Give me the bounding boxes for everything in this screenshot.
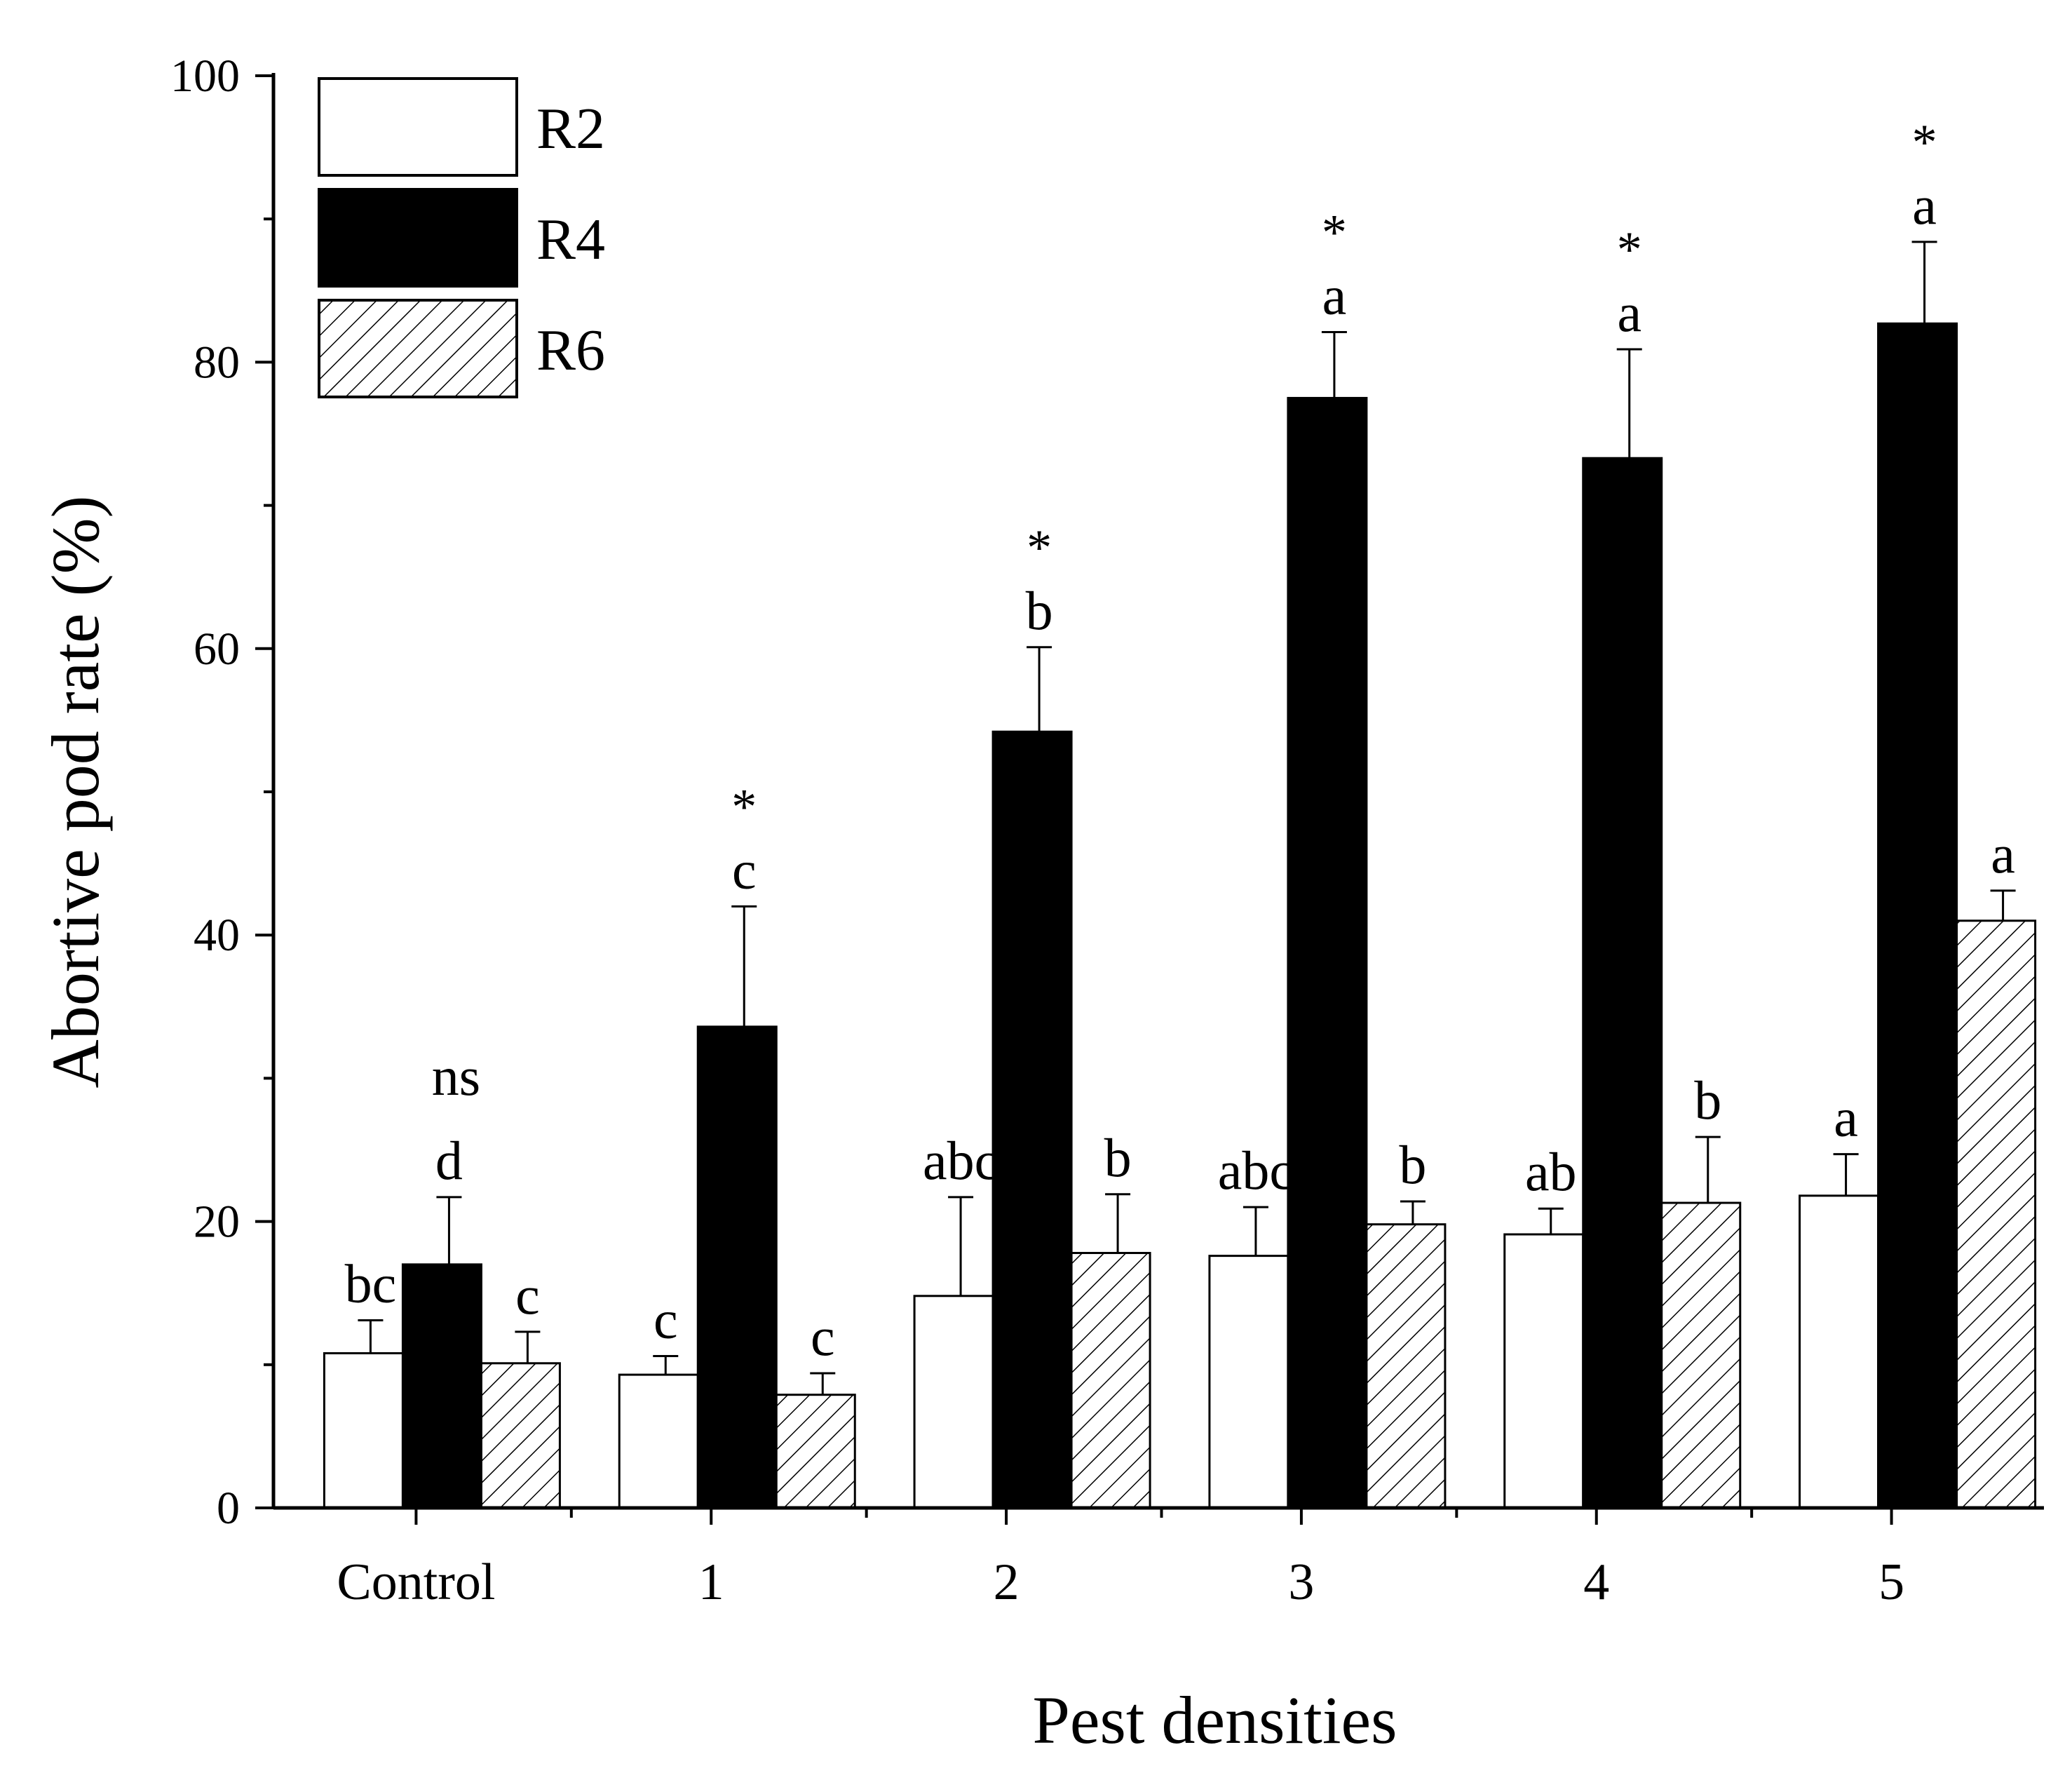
significance-3: * <box>1322 205 1347 261</box>
bar-r6-3 <box>1365 1223 1447 1509</box>
legend-label-r6: R6 <box>536 318 605 383</box>
letter-r4-2: b <box>1026 580 1053 641</box>
letter-r4-1: c <box>732 839 757 900</box>
significance-1: * <box>731 778 757 835</box>
bar-r6-control <box>480 1362 561 1509</box>
letter-r2-3: abc <box>1218 1140 1294 1201</box>
y-tick-label-40: 40 <box>194 910 240 961</box>
letter-r4-3: a <box>1322 265 1347 326</box>
bar-r2-5 <box>1799 1194 1880 1509</box>
bar-r4-2 <box>991 730 1073 1509</box>
y-tick-label-0: 0 <box>217 1483 240 1534</box>
letter-r2-4: ab <box>1525 1141 1577 1202</box>
letter-r2-5: a <box>1834 1087 1858 1148</box>
bar-r6-4 <box>1660 1201 1742 1509</box>
x-tick-label-2: 2 <box>994 1553 1020 1611</box>
letter-r6-4: b <box>1694 1070 1721 1131</box>
bar-r6-2 <box>1070 1252 1151 1509</box>
letter-r2-1: c <box>654 1289 678 1350</box>
bar-r2-control <box>323 1352 404 1509</box>
significance-5: * <box>1912 114 1937 170</box>
bar-r6-1 <box>775 1394 856 1509</box>
bar-r2-2 <box>913 1295 994 1509</box>
bar-r2-4 <box>1503 1233 1585 1509</box>
bars-layer <box>323 322 2037 1509</box>
bar-r2-3 <box>1208 1255 1289 1509</box>
x-axis-title: Pest densities <box>1033 1683 1397 1758</box>
bar-r4-3 <box>1287 396 1368 1509</box>
axes-layer: Control 1 2 3 4 5 0 20 40 60 80 100 <box>170 50 2044 1611</box>
error-bars-layer <box>358 241 2016 1395</box>
bar-r6-5 <box>1956 919 2037 1509</box>
significance-control: ns <box>432 1046 480 1107</box>
significance-4: * <box>1617 222 1642 278</box>
letter-r6-3: b <box>1399 1134 1426 1195</box>
y-tick-label-100: 100 <box>170 50 240 102</box>
x-tick-label-5: 5 <box>1878 1553 1904 1611</box>
letter-r6-2: b <box>1104 1127 1132 1188</box>
legend-swatch-r2 <box>318 77 518 177</box>
bar-r2-1 <box>618 1373 699 1509</box>
legend-swatch-r6 <box>318 299 518 398</box>
bar-r4-1 <box>696 1025 778 1509</box>
significance-2: * <box>1027 520 1052 576</box>
y-tick-label-20: 20 <box>194 1197 240 1248</box>
y-tick-label-80: 80 <box>194 337 240 388</box>
legend-label-r2: R2 <box>536 96 605 161</box>
x-tick-label-control: Control <box>337 1553 495 1611</box>
legend: R2 R4 R6 <box>318 77 605 398</box>
letter-r2-control: bc <box>345 1253 397 1314</box>
bar-r4-4 <box>1582 457 1663 1509</box>
x-tick-label-1: 1 <box>698 1553 724 1611</box>
letter-r6-1: c <box>811 1306 835 1367</box>
y-axis-title: Abortive pod rate (%) <box>38 495 113 1088</box>
legend-swatch-r4 <box>318 188 518 288</box>
bar-r4-control <box>401 1263 482 1509</box>
x-tick-label-4: 4 <box>1583 1553 1609 1611</box>
bar-r4-5 <box>1877 322 1958 1509</box>
legend-label-r4: R4 <box>536 207 605 272</box>
letter-r4-5: a <box>1912 175 1937 236</box>
letter-r4-control: d <box>435 1130 463 1191</box>
letter-r6-5: a <box>1991 823 2015 884</box>
letter-r2-2: abc <box>923 1130 998 1191</box>
y-tick-label-60: 60 <box>194 624 240 675</box>
letter-r4-4: a <box>1617 282 1641 343</box>
x-tick-label-3: 3 <box>1288 1553 1314 1611</box>
letter-r6-control: c <box>515 1265 540 1326</box>
